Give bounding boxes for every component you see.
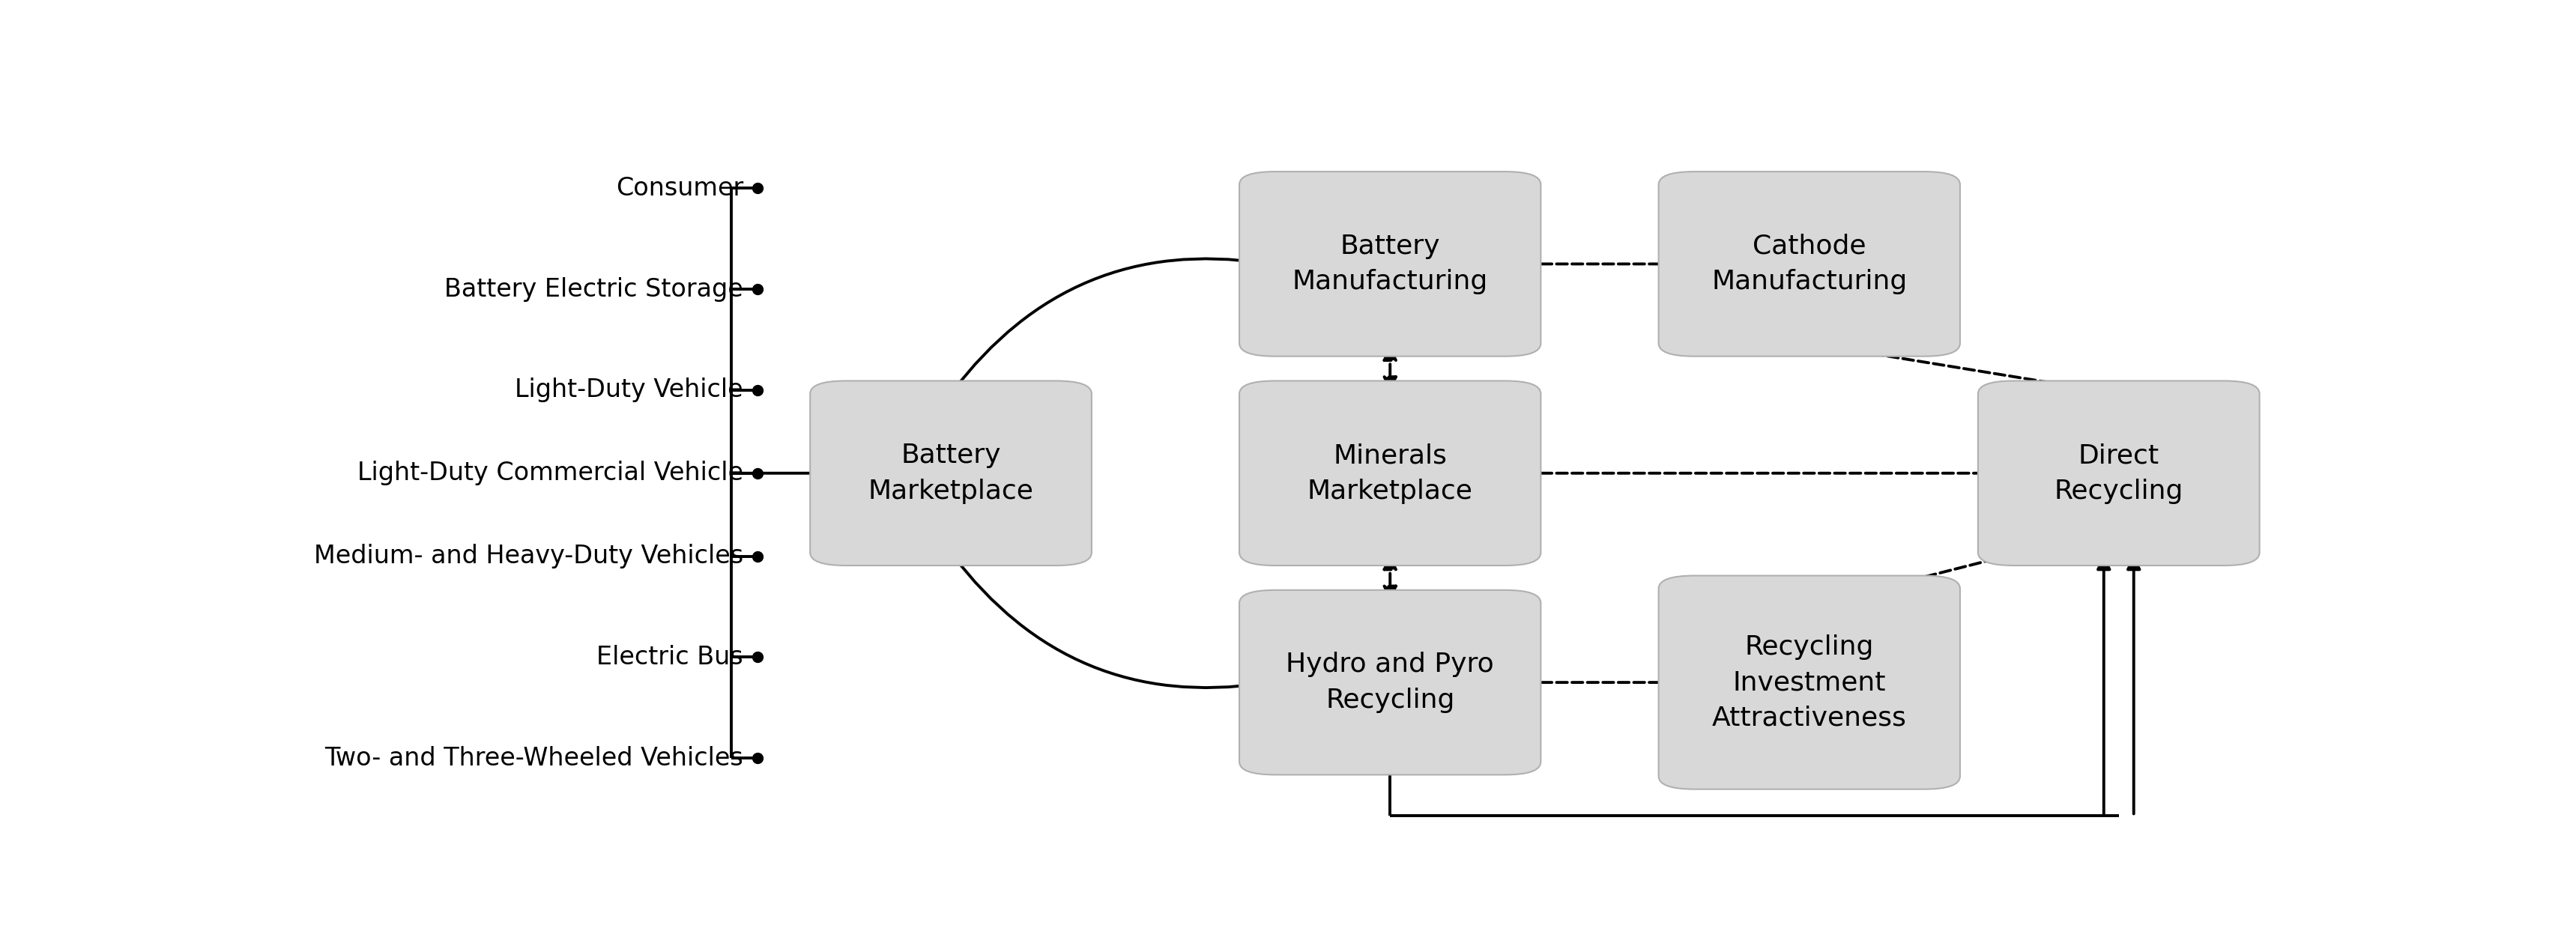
FancyBboxPatch shape bbox=[1239, 171, 1540, 356]
Text: Recycling
Investment
Attractiveness: Recycling Investment Attractiveness bbox=[1713, 634, 1906, 731]
Text: Battery
Manufacturing: Battery Manufacturing bbox=[1293, 233, 1489, 294]
FancyBboxPatch shape bbox=[809, 380, 1092, 566]
FancyBboxPatch shape bbox=[1659, 575, 1960, 789]
Text: Electric Bus: Electric Bus bbox=[598, 645, 744, 670]
Text: Light-Duty Vehicle: Light-Duty Vehicle bbox=[515, 378, 744, 403]
FancyBboxPatch shape bbox=[1239, 590, 1540, 775]
Text: Battery
Marketplace: Battery Marketplace bbox=[868, 442, 1033, 504]
FancyBboxPatch shape bbox=[1978, 380, 2259, 566]
Text: Direct
Recycling: Direct Recycling bbox=[2053, 442, 2184, 504]
Text: Hydro and Pyro
Recycling: Hydro and Pyro Recycling bbox=[1285, 652, 1494, 713]
Text: Medium- and Heavy-Duty Vehicles: Medium- and Heavy-Duty Vehicles bbox=[314, 543, 744, 569]
Text: Cathode
Manufacturing: Cathode Manufacturing bbox=[1710, 233, 1906, 294]
Text: Minerals
Marketplace: Minerals Marketplace bbox=[1309, 442, 1473, 504]
Text: Consumer: Consumer bbox=[616, 176, 744, 201]
Text: Two- and Three-Wheeled Vehicles: Two- and Three-Wheeled Vehicles bbox=[325, 746, 744, 770]
Text: Light-Duty Commercial Vehicle: Light-Duty Commercial Vehicle bbox=[358, 461, 744, 485]
FancyBboxPatch shape bbox=[1659, 171, 1960, 356]
Text: Battery Electric Storage: Battery Electric Storage bbox=[446, 276, 744, 302]
FancyBboxPatch shape bbox=[1239, 380, 1540, 566]
